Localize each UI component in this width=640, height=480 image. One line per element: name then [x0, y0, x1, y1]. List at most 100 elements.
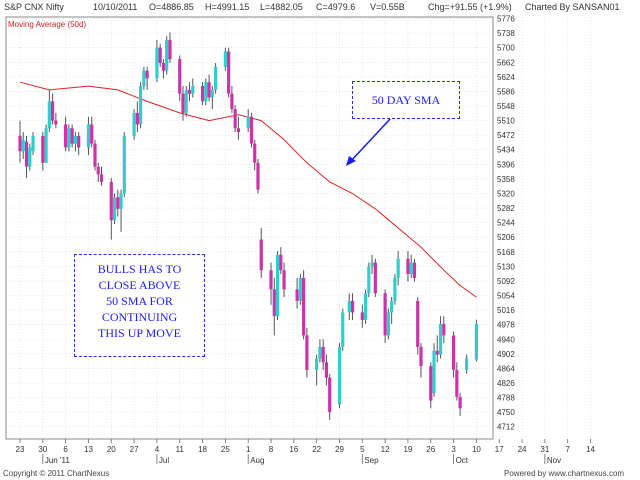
x-tick-label: 11: [176, 445, 185, 454]
candle-down: [305, 335, 309, 370]
bulls-line-2: CLOSE ABOVE: [98, 278, 181, 292]
y-tick-label: 4712: [497, 423, 515, 432]
candle-up: [474, 324, 478, 360]
candle-up: [390, 300, 394, 313]
candle-up: [21, 139, 25, 152]
candle-down: [324, 362, 329, 378]
volume-label: V=0.55B: [370, 2, 405, 12]
y-tick-label: 5092: [497, 277, 515, 286]
x-tick-label: 5: [360, 445, 365, 454]
candles: [18, 32, 478, 420]
candle-up: [184, 89, 188, 113]
y-tick-label: 4864: [497, 364, 515, 373]
candle-up: [112, 197, 117, 221]
candle-down: [295, 289, 299, 301]
candle-up: [155, 47, 159, 79]
candle-up: [28, 147, 32, 167]
candle-down: [236, 128, 241, 133]
candle-down: [256, 162, 260, 190]
candle-down: [99, 174, 104, 182]
candle-up: [223, 51, 227, 67]
candle-up: [275, 254, 280, 317]
candle-down: [18, 135, 22, 152]
y-tick-label: 5548: [497, 102, 515, 111]
candle-up: [465, 358, 469, 370]
candle-down: [116, 197, 120, 209]
x-tick-label: 19: [403, 445, 412, 454]
y-tick-label: 4826: [497, 379, 515, 388]
month-label: Jul: [159, 456, 169, 465]
x-tick-label: 3: [451, 445, 456, 454]
candle-up: [73, 135, 78, 144]
candle-up: [204, 82, 208, 102]
candle-down: [145, 70, 149, 79]
candle-down: [51, 101, 55, 121]
candle-up: [337, 346, 342, 405]
y-tick-label: 4978: [497, 321, 515, 330]
candle-down: [109, 181, 113, 221]
x-tick-label: 1: [246, 445, 251, 454]
y-tick-label: 5358: [497, 175, 515, 184]
x-tick-label: 31: [540, 445, 549, 454]
candle-up: [191, 86, 195, 94]
candle-down: [458, 396, 462, 409]
x-axis: 23 30 6 13 20 27 4 11 18 25 1 8 16 22 29 5 12 19 26 3 10 17 24…: [16, 439, 595, 465]
y-tick-label: 5472: [497, 131, 515, 140]
candle-up: [367, 266, 371, 294]
x-tick-label: 25: [221, 445, 230, 454]
x-tick-label: 23: [16, 445, 25, 454]
candle-down: [406, 258, 410, 275]
y-tick-label: 5700: [497, 44, 515, 53]
powered-by-text: Powered by www.chartnexus.com: [504, 469, 625, 478]
y-tick-label: 5662: [497, 58, 515, 67]
candle-down: [24, 141, 29, 167]
candle-up: [298, 277, 302, 301]
y-tick-label: 5396: [497, 160, 515, 169]
y-tick-label: 5624: [497, 73, 515, 82]
candle-up: [122, 135, 126, 194]
candle-up: [214, 66, 218, 90]
candle-up: [31, 135, 35, 152]
candle-down: [90, 124, 94, 144]
x-tick-label: 4: [155, 445, 160, 454]
candle-up: [347, 300, 351, 313]
candle-down: [383, 293, 387, 336]
x-tick-label: 27: [130, 445, 139, 454]
candle-up: [386, 312, 390, 336]
date-label: 10/10/2011: [93, 2, 138, 12]
price-chart: 5776573857005662562455865548551054725434…: [5, 15, 595, 465]
y-tick-label: 5016: [497, 306, 515, 315]
copyright-text: Copyright © 2011 ChartNexus: [3, 469, 110, 478]
candle-down: [412, 262, 417, 278]
candle-down: [181, 93, 185, 113]
candle-down: [233, 109, 237, 129]
y-tick-label: 5738: [497, 29, 515, 38]
candle-down: [350, 300, 355, 313]
candle-down: [135, 112, 139, 125]
candle-down: [282, 270, 286, 290]
bulls-line-4: CONTINUING: [101, 310, 178, 324]
x-tick-label: 16: [289, 445, 298, 454]
candle-up: [393, 277, 397, 301]
candle-up: [139, 86, 143, 125]
y-tick-label: 5776: [497, 15, 515, 24]
x-tick-label: 10: [472, 445, 481, 454]
candle-up: [132, 112, 136, 136]
candle-up: [315, 358, 319, 370]
candle-down: [168, 40, 172, 60]
bulls-line-1: BULLS HAS TO: [97, 262, 182, 276]
candle-up: [86, 124, 91, 148]
candle-down: [419, 346, 423, 367]
open-label: O=4886.85: [149, 2, 194, 12]
y-tick-label: 4750: [497, 408, 515, 417]
candle-down: [328, 377, 332, 413]
x-tick-label: 20: [107, 445, 116, 454]
x-tick-label: 18: [198, 445, 207, 454]
candle-up: [438, 323, 443, 355]
sma-layer: [19, 81, 477, 298]
candle-up: [165, 40, 169, 71]
candle-down: [272, 289, 276, 317]
x-tick-label: 13: [84, 445, 93, 454]
x-tick-label: 8: [269, 445, 274, 454]
candle-down: [249, 116, 254, 144]
